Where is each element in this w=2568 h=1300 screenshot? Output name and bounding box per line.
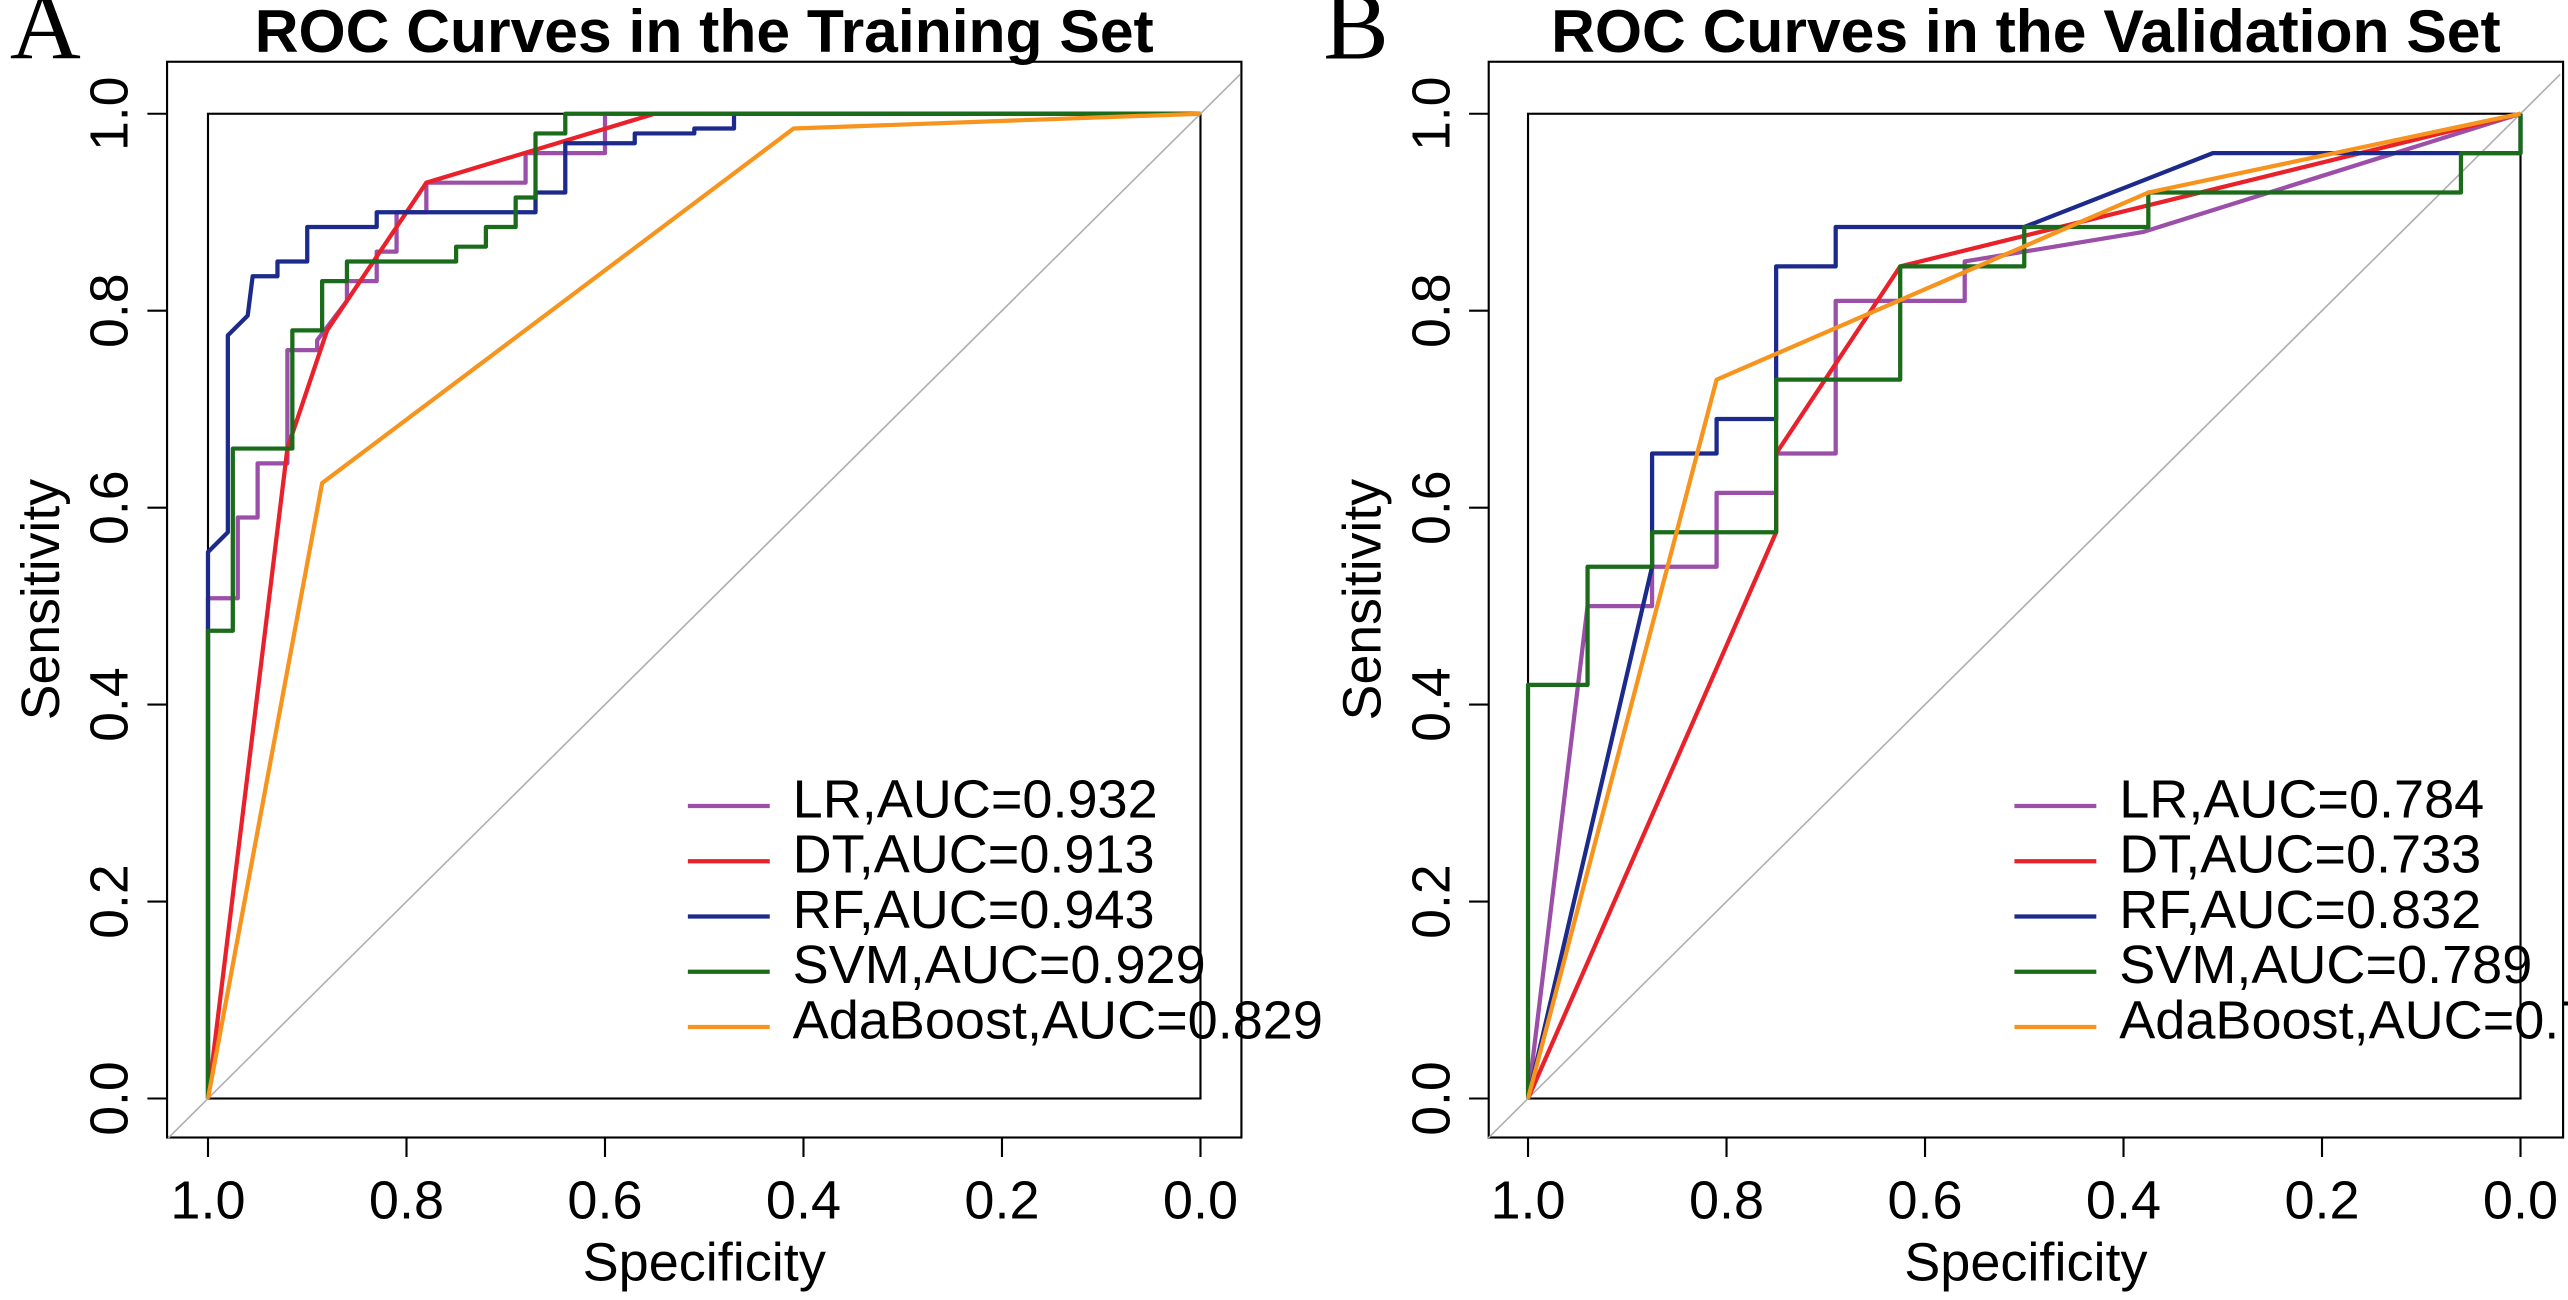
legend-label-rf: RF,AUC=0.943 [793, 880, 1155, 940]
x-axis-label: Specificity [583, 1233, 826, 1293]
plot-frame [165, 60, 1243, 1139]
x-tick-label: 0.2 [964, 1171, 1039, 1231]
roc-curve-rf [205, 111, 1201, 1099]
chart-title: ROC Curves in the Validation Set [1551, 0, 2501, 65]
legend-label-lr: LR,AUC=0.784 [2119, 770, 2484, 830]
y-tick-label: 0.4 [1401, 667, 1461, 742]
data-range-box [1526, 112, 2522, 1100]
roc-curve-rf [1525, 113, 2523, 1099]
legend-label-adaboost: AdaBoost,AUC=0.783 [2119, 991, 2568, 1051]
x-tick-label: 0.6 [567, 1171, 642, 1231]
panel-letter: A [10, 0, 81, 80]
x-tick-label: 0.8 [1689, 1171, 1764, 1231]
x-tick-label: 0.6 [1887, 1171, 1962, 1231]
y-tick-label: 0.8 [1401, 273, 1461, 348]
x-axis-label: Specificity [1904, 1233, 2147, 1293]
panel-letter: B [1323, 0, 1389, 80]
y-tick-label: 0.4 [80, 667, 140, 742]
x-tick-label: 1.0 [1490, 1171, 1565, 1231]
chart-title: ROC Curves in the Training Set [255, 0, 1154, 65]
y-axis-label: Sensitivity [11, 479, 71, 720]
plot-frame [1487, 60, 2565, 1139]
diagonal-reference-line [167, 73, 1241, 1139]
x-tick-label: 1.0 [170, 1171, 245, 1231]
x-tick-label: 0.0 [2483, 1171, 2558, 1231]
diagonal-reference-line [1487, 73, 2561, 1139]
y-tick-label: 0.0 [1401, 1061, 1461, 1136]
roc-curve-svm [1525, 113, 2523, 1099]
legend-label-svm: SVM,AUC=0.929 [793, 935, 1206, 995]
y-tick-label: 1.0 [1401, 76, 1461, 151]
y-tick-label: 1.0 [80, 76, 140, 151]
roc-curve-svm [205, 111, 1201, 1099]
legend-label-lr: LR,AUC=0.932 [793, 770, 1158, 830]
x-tick-label: 0.2 [2284, 1171, 2359, 1231]
chart-panel-a: A ROC Curves in the Training Set 1.0 0.8 0.6… [10, 0, 1323, 1292]
roc-curve-adaboost [1525, 111, 2521, 1100]
legend-label-dt: DT,AUC=0.913 [793, 825, 1155, 885]
legend-label-svm: SVM,AUC=0.789 [2119, 935, 2532, 995]
legend-label-dt: DT,AUC=0.733 [2119, 825, 2481, 885]
y-tick-label: 0.6 [80, 470, 140, 545]
y-tick-label: 0.2 [1401, 864, 1461, 939]
x-tick-label: 0.0 [1163, 1171, 1238, 1231]
x-tick-label: 0.4 [2086, 1171, 2161, 1231]
y-tick-label: 0.6 [1401, 470, 1461, 545]
y-axis-label: Sensitivity [1332, 479, 1392, 720]
legend-label-adaboost: AdaBoost,AUC=0.829 [793, 991, 1323, 1051]
y-tick-label: 0.2 [80, 864, 140, 939]
y-tick-label: 0.0 [80, 1061, 140, 1136]
x-tick-label: 0.4 [766, 1171, 841, 1231]
x-tick-label: 0.8 [369, 1171, 444, 1231]
roc-curve-adaboost [205, 111, 1201, 1099]
chart-root: A ROC Curves in the Training Set 1.0 0.8 0.6… [10, 0, 2568, 1292]
legend-label-rf: RF,AUC=0.832 [2119, 880, 2481, 940]
y-tick-label: 0.8 [80, 273, 140, 348]
chart-panel-b: B ROC Curves in the Validation Set 1.0 0.8 0… [1323, 0, 2568, 1292]
